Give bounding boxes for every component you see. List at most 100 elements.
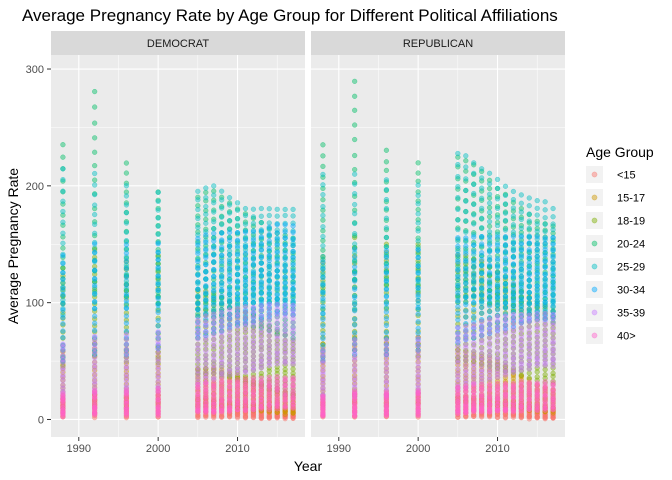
data-point	[195, 381, 201, 388]
data-point	[510, 303, 517, 310]
data-point	[510, 240, 517, 247]
data-point	[320, 142, 326, 148]
data-point	[92, 241, 98, 247]
data-point	[383, 278, 390, 284]
data-point	[320, 347, 326, 353]
data-point	[550, 311, 556, 318]
data-point	[479, 292, 485, 298]
data-point	[320, 259, 326, 265]
data-point	[60, 240, 66, 246]
data-point	[258, 246, 264, 253]
data-point	[203, 334, 209, 340]
data-point	[526, 350, 532, 356]
data-point	[463, 176, 469, 182]
data-point	[471, 381, 477, 387]
data-point	[219, 329, 225, 335]
data-point	[274, 373, 280, 380]
data-point	[320, 224, 326, 230]
data-point	[542, 276, 548, 282]
data-point	[219, 348, 225, 354]
data-point	[155, 215, 161, 221]
data-point	[195, 250, 201, 257]
data-point	[534, 287, 540, 293]
data-point	[274, 273, 280, 280]
legend-label: 30-34	[617, 285, 645, 297]
data-point	[518, 311, 524, 318]
data-point	[282, 375, 288, 381]
data-point	[518, 284, 524, 290]
data-point	[219, 280, 225, 286]
data-point	[352, 278, 358, 284]
data-point	[320, 217, 326, 223]
data-point	[383, 358, 390, 364]
data-point	[518, 253, 524, 259]
data-point	[352, 171, 358, 177]
data-point	[219, 230, 225, 236]
data-point	[155, 371, 161, 378]
data-point	[92, 120, 98, 126]
data-point	[274, 280, 280, 286]
data-point	[234, 311, 241, 317]
legend-marker	[591, 217, 598, 224]
data-point	[494, 294, 501, 300]
data-point	[534, 212, 540, 218]
data-point	[274, 301, 280, 308]
data-point	[455, 259, 461, 265]
data-point	[352, 389, 358, 395]
data-point	[320, 192, 326, 198]
data-point	[219, 252, 225, 258]
data-point	[155, 334, 161, 340]
data-point	[494, 307, 501, 313]
data-point	[211, 273, 217, 280]
data-point	[219, 273, 225, 280]
data-point	[258, 213, 264, 219]
data-point	[352, 93, 358, 99]
data-point	[203, 369, 209, 376]
data-point	[258, 307, 264, 313]
data-point	[526, 240, 532, 246]
data-point	[494, 275, 501, 281]
data-point	[234, 348, 241, 354]
data-point	[383, 270, 390, 276]
data-point	[486, 209, 493, 215]
data-point	[290, 286, 296, 292]
data-point	[463, 198, 469, 204]
data-point	[320, 336, 326, 342]
legend-label: 20-24	[617, 239, 645, 251]
data-point	[479, 350, 485, 357]
data-point	[526, 266, 532, 272]
data-point	[486, 200, 493, 206]
data-point	[383, 167, 390, 174]
data-point	[92, 104, 98, 110]
data-point	[266, 301, 272, 308]
data-point	[502, 381, 509, 387]
data-point	[415, 269, 421, 276]
data-point	[290, 374, 296, 381]
data-point	[455, 282, 461, 289]
legend-marker	[591, 171, 598, 178]
data-point	[123, 220, 130, 226]
data-point	[60, 391, 66, 397]
data-point	[258, 219, 264, 226]
data-point	[463, 328, 469, 334]
data-point	[526, 375, 532, 381]
data-point	[494, 380, 501, 387]
data-point	[352, 152, 358, 159]
data-point	[234, 222, 241, 228]
data-point	[203, 247, 209, 253]
data-point	[455, 370, 461, 376]
data-point	[282, 268, 288, 274]
data-point	[258, 352, 264, 358]
data-point	[282, 328, 288, 334]
data-point	[155, 346, 161, 352]
data-point	[455, 331, 461, 337]
data-point	[471, 160, 477, 166]
data-point	[534, 323, 540, 330]
data-point	[226, 353, 233, 359]
data-point	[534, 246, 540, 253]
data-point	[534, 293, 540, 300]
data-point	[479, 257, 485, 263]
data-point	[219, 293, 225, 299]
data-point	[526, 218, 532, 224]
